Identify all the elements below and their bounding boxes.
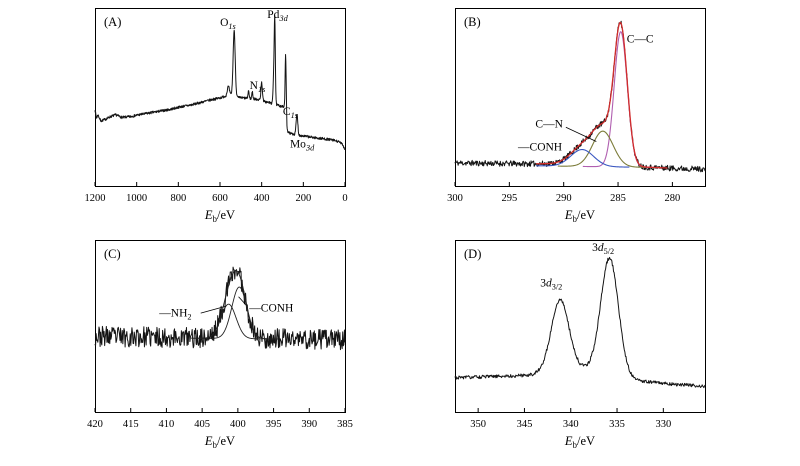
panel-label: (B) bbox=[464, 15, 481, 29]
curve-measured bbox=[94, 266, 346, 351]
curve-envelope bbox=[190, 270, 278, 340]
x-tick-label: 285 bbox=[610, 193, 626, 204]
annotation-conh: —CONH bbox=[517, 141, 562, 153]
axes-frame bbox=[95, 8, 346, 187]
x-tick-label: 280 bbox=[665, 193, 681, 204]
panel-C: 420 415 410 405 400 395 390 385 Eb/eV (C) —NH2 —CON… bbox=[87, 240, 353, 450]
x-tick-label: 1200 bbox=[85, 193, 106, 204]
x-tick-label: 800 bbox=[170, 193, 186, 204]
annotation-c1s: C1s bbox=[283, 106, 298, 120]
x-tick-label: 295 bbox=[501, 193, 517, 204]
annotation-3d52: 3d5/2 bbox=[592, 242, 614, 256]
axes-frame bbox=[455, 8, 706, 187]
x-tick-label: 400 bbox=[254, 193, 270, 204]
x-tick-label: 405 bbox=[194, 419, 210, 430]
annotation-c-n: C—N bbox=[535, 118, 563, 130]
x-tick-label: 200 bbox=[295, 193, 311, 204]
curve-survey bbox=[94, 15, 346, 150]
curve-measured bbox=[454, 20, 706, 173]
axes-frame bbox=[455, 240, 706, 413]
x-tick-label: 1000 bbox=[126, 193, 147, 204]
annotation-n1s: N1s bbox=[250, 80, 266, 94]
x-tick-label: 395 bbox=[266, 419, 282, 430]
x-tick-label: 335 bbox=[609, 419, 625, 430]
panel-B: 300 295 290 285 280 Eb/eV (B) C—C C—N —CONH bbox=[447, 8, 706, 224]
panel-D: 350 345 340 335 330 Eb/eV (D) 3d3/2 3d5/2 bbox=[454, 240, 706, 450]
x-axis-label: Eb/eV bbox=[204, 208, 235, 224]
curve-component-cc bbox=[582, 31, 658, 169]
panel-label: (D) bbox=[464, 247, 481, 261]
x-tick-label: 390 bbox=[301, 419, 317, 430]
x-tick-label: 290 bbox=[556, 193, 572, 204]
panel-label: (A) bbox=[104, 15, 121, 29]
curve-component-cn bbox=[557, 130, 646, 168]
annotation-conh: —CONH bbox=[248, 302, 293, 314]
x-tick-label: 350 bbox=[470, 419, 486, 430]
x-axis-label: Eb/eV bbox=[204, 434, 235, 450]
x-tick-label: 600 bbox=[212, 193, 228, 204]
x-tick-label: 0 bbox=[342, 193, 347, 204]
curve-envelope bbox=[535, 21, 668, 169]
panel-A: 1200 1000 800 600 400 200 0 Eb/eV (A) O1s Pd3d N1s C… bbox=[85, 8, 348, 224]
panel-label: (C) bbox=[104, 247, 121, 261]
x-axis-label: Eb/eV bbox=[564, 434, 595, 450]
curve-component-conh bbox=[535, 148, 630, 168]
x-tick-label: 420 bbox=[87, 419, 103, 430]
x-tick-label: 345 bbox=[517, 419, 533, 430]
x-tick-label: 410 bbox=[159, 419, 175, 430]
x-tick-label: 340 bbox=[563, 419, 579, 430]
curve-measured bbox=[454, 256, 706, 389]
annotation-leader-c-n bbox=[565, 126, 597, 142]
x-tick-label: 300 bbox=[447, 193, 463, 204]
x-axis-label: Eb/eV bbox=[564, 208, 595, 224]
annotation-3d32: 3d3/2 bbox=[540, 277, 562, 291]
annotation-o1s: O1s bbox=[220, 17, 236, 31]
annotation-mo3d: Mo3d bbox=[290, 139, 315, 153]
annotation-c-c: C—C bbox=[627, 34, 654, 46]
x-tick-label: 415 bbox=[123, 419, 139, 430]
x-tick-label: 330 bbox=[655, 419, 671, 430]
annotation-leader-conh bbox=[238, 296, 247, 306]
axes-frame bbox=[95, 240, 346, 413]
x-tick-label: 385 bbox=[337, 419, 353, 430]
x-tick-label: 400 bbox=[230, 419, 246, 430]
annotation-nh2: —NH2 bbox=[158, 308, 191, 322]
annotation-pd3d: Pd3d bbox=[267, 9, 288, 23]
annotation-leader-nh2 bbox=[200, 305, 226, 314]
